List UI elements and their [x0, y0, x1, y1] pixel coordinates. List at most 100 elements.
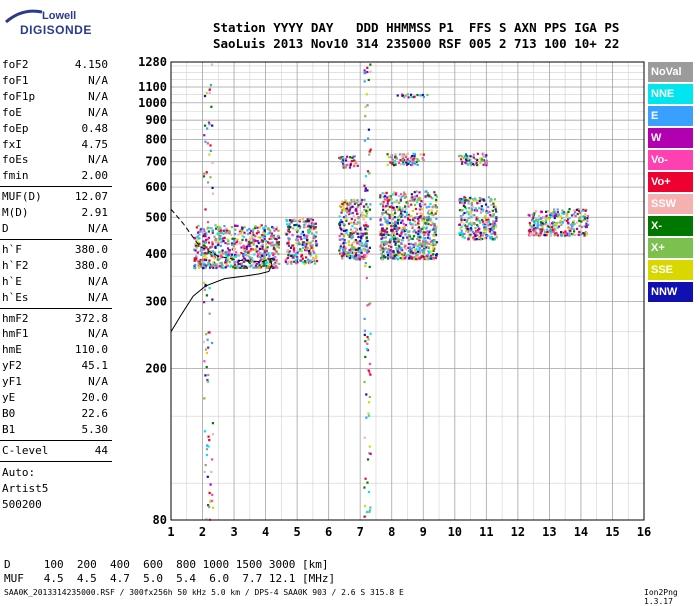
- echo-point: [272, 246, 276, 249]
- echo-point: [207, 251, 210, 254]
- param-row: hmF1 N/A: [2, 327, 108, 342]
- param-row: B0 22.6: [2, 407, 108, 422]
- echo-point: [380, 257, 383, 260]
- echo-point: [417, 219, 420, 223]
- echo-point: [391, 218, 394, 221]
- echo-point: [492, 221, 495, 224]
- echo-point: [199, 263, 202, 266]
- echo-point: [471, 155, 474, 158]
- echo-point: [293, 218, 296, 222]
- echo-point: [414, 199, 417, 202]
- echo-point: [469, 164, 473, 167]
- echo-point: [218, 237, 221, 240]
- echo-point: [542, 215, 546, 219]
- echo-point: [527, 233, 531, 237]
- echo-point: [415, 255, 418, 258]
- echo-point: [553, 227, 556, 230]
- echo-point: [572, 213, 576, 216]
- echo-point: [252, 262, 255, 265]
- echo-point: [389, 244, 392, 247]
- echo-point: [395, 201, 399, 204]
- echo-point: [340, 232, 343, 235]
- echo-point: [572, 230, 576, 233]
- echo-point: [416, 163, 419, 166]
- echo-point: [347, 222, 351, 225]
- echo-point: [288, 222, 291, 225]
- echo-point: [394, 241, 397, 245]
- echo-point: [296, 261, 299, 264]
- echo-point: [396, 257, 400, 260]
- echo-point: [357, 247, 361, 250]
- echo-point: [403, 96, 406, 99]
- echo-point: [210, 341, 214, 345]
- echo-point: [469, 211, 472, 215]
- echo-point: [568, 234, 571, 237]
- echo-point: [234, 239, 237, 242]
- echo-point: [248, 265, 251, 268]
- echo-point: [432, 213, 435, 217]
- echo-point: [575, 221, 579, 224]
- echo-point: [400, 195, 403, 199]
- echo-point: [205, 256, 208, 260]
- echo-point: [295, 241, 298, 245]
- echo-point: [364, 477, 367, 480]
- echo-point: [194, 258, 197, 261]
- echo-point: [310, 244, 313, 248]
- echo-point: [313, 227, 316, 230]
- echo-point: [311, 246, 315, 250]
- echo-point: [386, 223, 389, 226]
- echo-point: [462, 157, 466, 160]
- echo-point: [396, 222, 400, 225]
- echo-point: [242, 260, 246, 263]
- echo-point: [466, 228, 469, 231]
- y-tick-label: 700: [145, 155, 167, 169]
- echo-point: [352, 215, 355, 218]
- echo-point: [431, 221, 434, 224]
- echo-point: [380, 248, 383, 251]
- echo-point: [387, 199, 390, 202]
- echo-point: [562, 231, 565, 234]
- echo-cluster: [338, 155, 359, 169]
- echo-point: [313, 237, 316, 240]
- echo-point: [246, 253, 250, 257]
- echo-point: [232, 248, 236, 251]
- echo-point: [395, 205, 399, 209]
- echo-point: [220, 229, 223, 232]
- echo-point: [352, 231, 355, 235]
- echo-point: [464, 156, 467, 160]
- echo-point: [425, 226, 428, 229]
- echo-point: [407, 234, 411, 237]
- echo-point: [273, 258, 276, 261]
- echo-point: [484, 203, 488, 206]
- echo-point: [470, 161, 473, 164]
- echo-point: [527, 229, 531, 232]
- echo-point: [397, 161, 401, 164]
- echo-point: [434, 229, 437, 232]
- echo-point: [237, 233, 240, 236]
- echo-cluster: [527, 208, 590, 237]
- header-values-line: SaoLuis 2013 Nov10 314 235000 RSF 005 2 …: [213, 36, 620, 51]
- echo-point: [206, 142, 209, 145]
- echo-point: [565, 219, 569, 222]
- echo-point: [368, 371, 371, 374]
- echo-point: [245, 240, 248, 243]
- param-value: N/A: [88, 290, 108, 304]
- echo-point: [403, 210, 406, 213]
- legend-item-w: W: [648, 128, 693, 148]
- echo-point: [413, 220, 416, 223]
- echo-point: [380, 241, 383, 244]
- echo-point: [586, 223, 590, 226]
- x-tick-label: 13: [542, 525, 556, 539]
- echo-point: [239, 232, 242, 235]
- echo-point: [342, 246, 345, 249]
- echo-point: [469, 235, 472, 238]
- echo-point: [411, 209, 415, 212]
- echo-point: [404, 255, 407, 258]
- echo-point: [414, 207, 418, 211]
- echo-point: [365, 215, 368, 218]
- param-name: foF2: [2, 58, 29, 71]
- echo-point: [538, 214, 541, 218]
- echo-point: [411, 225, 414, 228]
- echo-point: [340, 200, 344, 203]
- echo-point: [459, 233, 462, 236]
